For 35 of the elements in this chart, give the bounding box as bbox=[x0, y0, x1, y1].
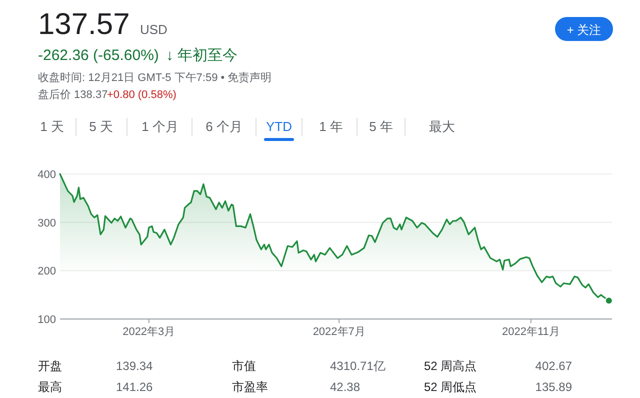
text: 开盘 bbox=[38, 359, 62, 373]
text: 收盘时间: 12月21日 GMT-5 下午7:59 • 免责声明 bbox=[38, 71, 272, 84]
x-tick-label: 2022年11月 bbox=[502, 326, 560, 338]
text: 135.89 bbox=[535, 380, 572, 394]
text: 6 个月 bbox=[206, 119, 242, 134]
text: YTD bbox=[266, 119, 292, 134]
y-tick-label: 200 bbox=[38, 266, 56, 278]
text: 5 天 bbox=[89, 119, 113, 134]
text: 市值 bbox=[232, 359, 256, 373]
text: 141.26 bbox=[116, 380, 154, 394]
y-tick-label: 100 bbox=[38, 314, 56, 326]
text: 137.57 bbox=[38, 8, 130, 41]
text: 402.67 bbox=[535, 359, 572, 373]
text: 市盈率 bbox=[232, 380, 268, 394]
text: 139.34 bbox=[116, 359, 154, 373]
text: + 关注 bbox=[566, 23, 602, 37]
y-tick-label: 300 bbox=[38, 217, 56, 230]
text: 42.38 bbox=[330, 380, 360, 394]
y-tick-label: 400 bbox=[38, 169, 56, 181]
text: 1 个月 bbox=[142, 119, 178, 134]
text: 1 天 bbox=[40, 119, 64, 134]
text: 5 年 bbox=[369, 119, 393, 134]
text: 4310.71亿 bbox=[330, 359, 386, 373]
text: 52 周高点 bbox=[424, 359, 477, 373]
text: 1 年 bbox=[319, 119, 343, 134]
text: ↓ 年初至今 bbox=[166, 47, 238, 64]
text: 盘后价 138.37 bbox=[38, 88, 108, 101]
text: -262.36 (-65.60%) bbox=[38, 47, 159, 64]
x-tick-label: 2022年7月 bbox=[312, 326, 366, 338]
text: +0.80 (0.58%) bbox=[107, 89, 176, 101]
text: 最高 bbox=[38, 380, 62, 394]
text: 最大 bbox=[429, 119, 455, 134]
x-tick-label: 2022年3月 bbox=[122, 326, 176, 338]
text: USD bbox=[140, 22, 168, 37]
text: 52 周低点 bbox=[424, 380, 477, 394]
